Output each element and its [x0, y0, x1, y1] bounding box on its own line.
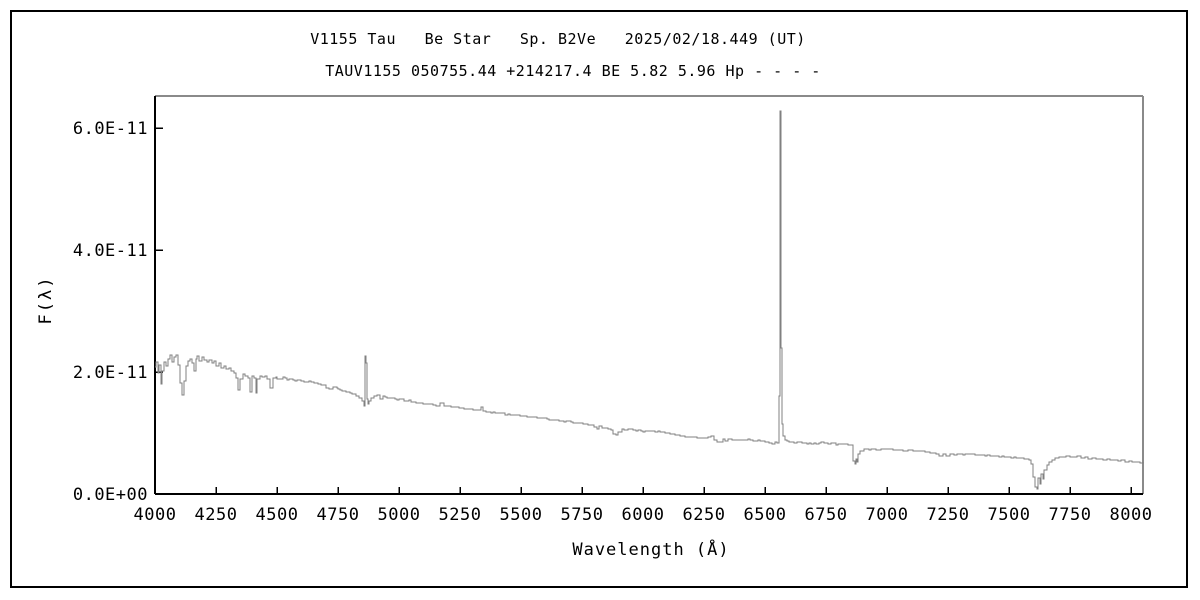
x-tick-label: 5500	[500, 505, 543, 525]
y-tick-label: 6.0E-11	[73, 119, 148, 139]
x-tick-label: 6750	[805, 505, 848, 525]
x-tick-label: 7000	[866, 505, 909, 525]
x-tick-label: 6000	[622, 505, 665, 525]
chart-title: V1155 Tau Be Star Sp. B2Ve 2025/02/18.44…	[310, 30, 806, 48]
x-tick-label: 4750	[317, 505, 360, 525]
x-tick-label: 6250	[683, 505, 726, 525]
x-tick-label: 8000	[1110, 505, 1153, 525]
y-tick-label: 0.0E+00	[73, 485, 148, 505]
x-tick-label: 5750	[561, 505, 604, 525]
y-tick-label: 2.0E-11	[73, 363, 148, 383]
x-tick-label: 7500	[988, 505, 1031, 525]
chart-subtitle: TAUV1155 050755.44 +214217.4 BE 5.82 5.9…	[325, 62, 821, 80]
x-tick-label: 4250	[195, 505, 238, 525]
x-axis-label: Wavelength (Å)	[572, 540, 730, 560]
x-tick-label: 6500	[744, 505, 787, 525]
x-tick-label: 5000	[378, 505, 421, 525]
x-tick-label: 7750	[1049, 505, 1092, 525]
x-tick-label: 7250	[927, 505, 970, 525]
x-tick-label: 4500	[256, 505, 299, 525]
x-tick-label: 4000	[134, 505, 177, 525]
x-tick-label: 5250	[439, 505, 482, 525]
y-tick-label: 4.0E-11	[73, 241, 148, 261]
spectrum-line	[155, 110, 1144, 490]
